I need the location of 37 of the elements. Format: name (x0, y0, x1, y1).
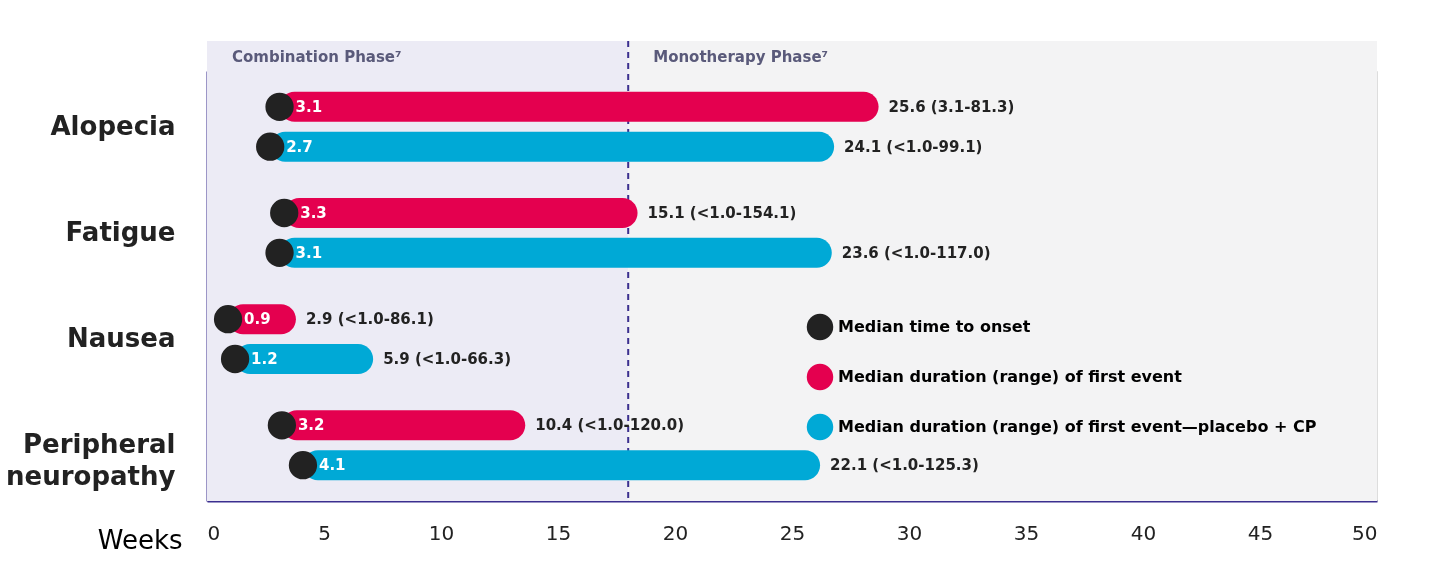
data-label: 3.1 (295, 243, 323, 262)
x-axis-title: Weeks (97, 524, 183, 555)
data-label: 25.6 (3.1-81.3) (888, 97, 1015, 116)
x-tick-label: 25 (779, 520, 806, 545)
x-tick-label: 20 (662, 520, 689, 545)
data-label: 3.2 (297, 416, 325, 435)
y-tick-label: Fatigue (65, 216, 176, 247)
y-tick-label: Nausea (67, 323, 176, 354)
x-tick-label: 15 (545, 520, 572, 545)
x-tick-label: 45 (1247, 520, 1274, 545)
data-label: 2.7 (286, 137, 313, 156)
band-label: Monotherapy Phase⁷ (653, 48, 829, 66)
x-tick-label: 0 (207, 520, 221, 545)
x-tick-label: 40 (1130, 520, 1157, 545)
data-label: 4.1 (318, 456, 346, 475)
data-label: 0.9 (244, 310, 271, 329)
data-label: 3.1 (295, 97, 323, 116)
legend-label: Median duration (range) of first event—placebo + CP (838, 417, 1317, 436)
data-label: 3.3 (300, 204, 327, 223)
data-label: 2.9 (<1.0-86.1) (305, 310, 434, 329)
data-label: 10.4 (<1.0-120.0) (535, 416, 685, 435)
data-label: 5.9 (<1.0-66.3) (383, 349, 512, 368)
x-tick-label: 50 (1352, 520, 1378, 545)
legend-label: Median time to onset (838, 317, 1031, 336)
band-label: Combination Phase⁷ (232, 48, 402, 66)
x-tick-label: 30 (896, 520, 923, 545)
x-tick-label: 35 (1013, 520, 1040, 545)
legend-label: Median duration (range) of first event (838, 367, 1183, 386)
x-tick-label: 10 (428, 520, 455, 545)
data-label: 23.6 (<1.0-117.0) (841, 243, 991, 262)
data-label: 15.1 (<1.0-154.1) (647, 204, 797, 223)
data-label: 22.1 (<1.0-125.3) (830, 456, 979, 475)
y-tick-label: Peripheral neuropathy (6, 429, 176, 492)
data-label: 24.1 (<1.0-99.1) (844, 137, 983, 156)
y-tick-label: Alopecia (50, 110, 176, 141)
data-label: 1.2 (251, 349, 278, 368)
x-tick-label: 5 (318, 520, 331, 545)
